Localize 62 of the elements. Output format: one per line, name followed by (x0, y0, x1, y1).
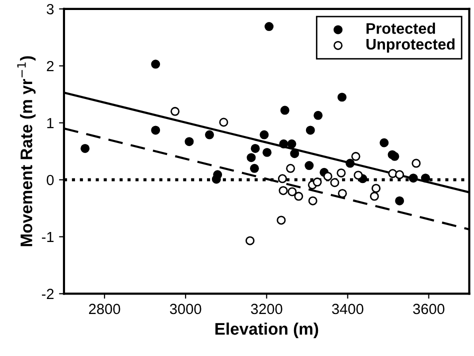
point (420, 174, 430, 183)
point (395, 170, 404, 180)
point (308, 196, 318, 206)
point (346, 158, 355, 168)
point (276, 216, 286, 225)
point (264, 22, 274, 32)
point (338, 92, 347, 102)
point (278, 186, 288, 196)
point (395, 196, 404, 206)
point (260, 130, 269, 140)
point (212, 174, 221, 184)
point (304, 161, 314, 170)
point (250, 164, 259, 173)
x-tick-label: 3600 (413, 304, 444, 314)
point (338, 188, 347, 198)
point (314, 110, 323, 120)
point (372, 184, 381, 193)
point (286, 164, 296, 173)
point (246, 153, 256, 162)
point (294, 192, 304, 201)
legend-label: Protected (366, 22, 436, 34)
x-tick-label: 3000 (170, 304, 202, 314)
point (170, 106, 180, 116)
point (312, 178, 322, 187)
x-tick-label: 3200 (250, 304, 282, 314)
point (370, 192, 379, 201)
point (151, 126, 160, 135)
point (408, 174, 418, 183)
point (219, 118, 228, 127)
y-tick-label: -1 (42, 232, 54, 242)
point (390, 152, 400, 161)
y-tick-label: 1 (47, 118, 54, 128)
point (336, 168, 346, 178)
point (306, 126, 315, 135)
point (250, 144, 260, 153)
y-tick-label: 3 (46, 4, 54, 14)
y-tick-label: 2 (46, 60, 54, 72)
point (151, 60, 160, 69)
point (280, 106, 290, 115)
point (80, 144, 90, 153)
point (287, 139, 296, 148)
point (354, 170, 363, 180)
point (330, 178, 340, 188)
x-tick-label: 2800 (89, 304, 120, 314)
x-axis-title: Elevation (m) (215, 322, 318, 338)
point (204, 130, 214, 140)
y-tick-label: 0 (46, 174, 54, 186)
point (246, 236, 255, 246)
point (184, 137, 194, 146)
point (380, 138, 389, 148)
point (279, 139, 288, 148)
point (323, 172, 332, 181)
legend-label: Unprotected (366, 38, 455, 53)
point (262, 148, 272, 157)
point (351, 152, 360, 161)
y-axis-title: Movement Rate (m yr$^{−1}$) (17, 56, 36, 246)
point (278, 174, 287, 184)
point (412, 158, 421, 168)
y-tick-label: -2 (42, 288, 54, 299)
x-tick-label: 3400 (332, 304, 364, 314)
point (288, 187, 297, 196)
point (290, 149, 300, 158)
